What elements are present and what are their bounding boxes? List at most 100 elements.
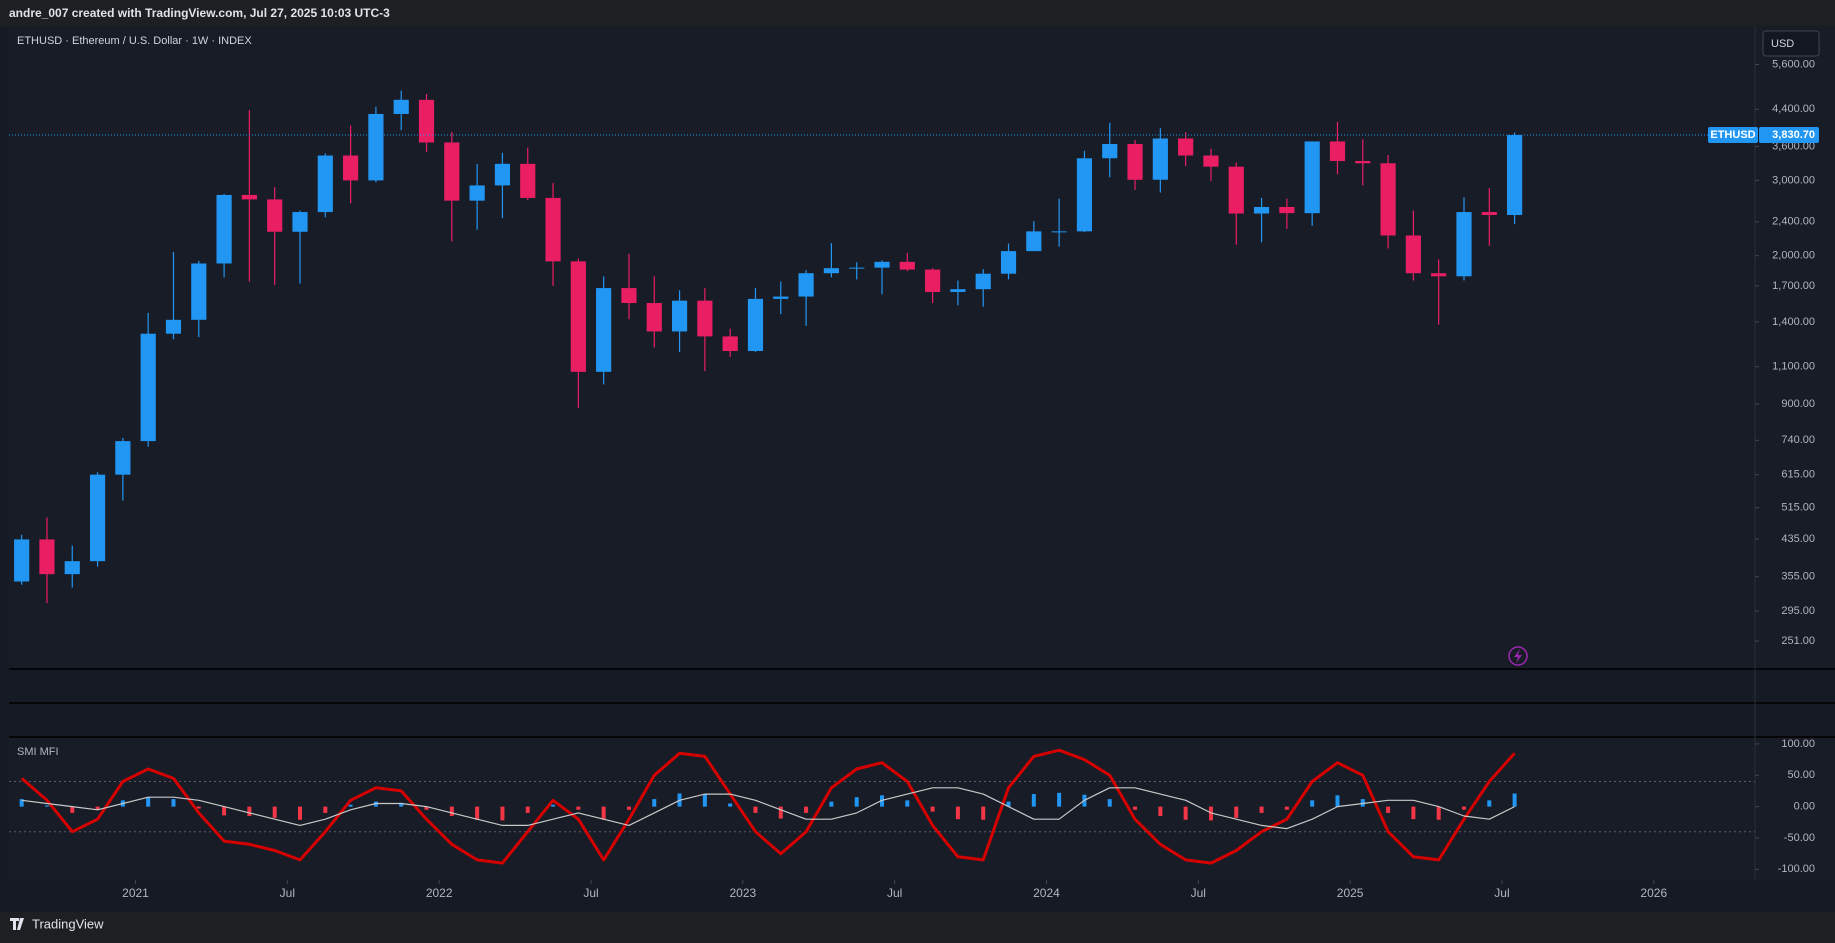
candle-body[interactable] xyxy=(343,155,359,181)
histogram-bar xyxy=(955,806,960,820)
candle-body[interactable] xyxy=(823,268,839,274)
candle-body[interactable] xyxy=(89,474,106,562)
currency-label[interactable]: USD xyxy=(1771,38,1794,50)
candle-body[interactable] xyxy=(39,539,55,575)
candle-body[interactable] xyxy=(241,194,257,200)
candle-body[interactable] xyxy=(115,441,131,475)
candle-body[interactable] xyxy=(64,561,80,575)
histogram-bar xyxy=(196,806,201,809)
candle-body[interactable] xyxy=(191,263,207,320)
candle-body[interactable] xyxy=(1405,235,1421,274)
last-price-symbol-box xyxy=(1708,127,1758,144)
candle-body[interactable] xyxy=(1228,166,1244,214)
histogram-bar xyxy=(525,806,530,813)
histogram-bar xyxy=(1057,792,1062,807)
candle-body[interactable] xyxy=(1481,212,1497,216)
candle-body[interactable] xyxy=(874,261,890,268)
candle-body[interactable] xyxy=(216,194,232,264)
symbol-title[interactable]: ETHUSD · Ethereum / U.S. Dollar · 1W · I… xyxy=(17,35,252,47)
candle-body[interactable] xyxy=(1127,143,1143,180)
candle-body[interactable] xyxy=(925,269,941,292)
candle-body[interactable] xyxy=(1076,158,1093,232)
histogram-bar xyxy=(601,806,606,820)
y-tick-label: -100.00 xyxy=(1778,863,1815,875)
candle-body[interactable] xyxy=(1051,231,1067,233)
y-tick-label: 740.00 xyxy=(1781,434,1815,446)
candle-body[interactable] xyxy=(1026,231,1042,252)
histogram-bar xyxy=(1335,795,1340,807)
histogram-bar xyxy=(626,806,631,810)
candle-body[interactable] xyxy=(798,273,814,297)
candle-body[interactable] xyxy=(899,261,915,270)
candle-body[interactable] xyxy=(1507,135,1523,216)
histogram-bar xyxy=(1107,799,1112,807)
candle-body[interactable] xyxy=(267,199,283,232)
candle-body[interactable] xyxy=(393,99,409,114)
y-tick-label: 900.00 xyxy=(1781,398,1815,410)
histogram-bar xyxy=(981,806,986,820)
histogram-bar xyxy=(222,806,227,816)
candle-body[interactable] xyxy=(1279,206,1295,214)
candle-body[interactable] xyxy=(1329,141,1346,162)
histogram-bar xyxy=(576,806,581,810)
candle-body[interactable] xyxy=(1000,251,1017,274)
candle-body[interactable] xyxy=(975,273,991,290)
candle-body[interactable] xyxy=(165,319,182,334)
candle-body[interactable] xyxy=(1355,161,1371,164)
y-tick-label: 50.00 xyxy=(1787,769,1815,781)
candle-body[interactable] xyxy=(1380,163,1396,236)
candle-body[interactable] xyxy=(1178,138,1194,156)
histogram-bar xyxy=(1487,800,1492,807)
candle-body[interactable] xyxy=(621,288,637,304)
candle-body[interactable] xyxy=(646,303,662,332)
candle-body[interactable] xyxy=(1304,141,1320,214)
candle-body[interactable] xyxy=(444,142,460,201)
histogram-bar xyxy=(323,806,328,813)
candle-body[interactable] xyxy=(1431,273,1447,277)
candle-body[interactable] xyxy=(140,333,156,442)
candle-body[interactable] xyxy=(596,288,612,372)
y-tick-label: 295.00 xyxy=(1781,605,1815,617)
alert-icon[interactable] xyxy=(1508,646,1528,666)
candle-body[interactable] xyxy=(722,336,738,352)
x-tick-label: 2024 xyxy=(1033,886,1060,900)
histogram-bar xyxy=(905,800,910,807)
histogram-bar xyxy=(1208,806,1213,821)
candle-body[interactable] xyxy=(849,267,865,269)
candle-body[interactable] xyxy=(469,185,485,201)
y-tick-label: 2,400.00 xyxy=(1772,216,1815,228)
candle-body[interactable] xyxy=(697,300,713,337)
candle-body[interactable] xyxy=(545,197,561,262)
candle-body[interactable] xyxy=(747,298,764,352)
brand-name[interactable]: TradingView xyxy=(32,916,104,931)
candle-body[interactable] xyxy=(1203,155,1219,167)
candle-body[interactable] xyxy=(494,163,511,186)
candle-body[interactable] xyxy=(1253,206,1270,214)
histogram-bar xyxy=(854,797,859,807)
candle-body[interactable] xyxy=(418,99,435,143)
indicator-title[interactable]: SMI MFI xyxy=(17,746,59,758)
y-tick-label: 1,100.00 xyxy=(1772,361,1815,373)
histogram-bar xyxy=(1512,793,1517,807)
candle-body[interactable] xyxy=(1102,143,1118,159)
candle-body[interactable] xyxy=(1456,212,1472,277)
y-tick-label: 2,000.00 xyxy=(1772,250,1815,262)
histogram-bar xyxy=(1031,794,1036,807)
histogram-bar xyxy=(1133,806,1138,810)
y-tick-label: 355.00 xyxy=(1781,571,1815,583)
x-tick-label: 2025 xyxy=(1337,886,1364,900)
candle-body[interactable] xyxy=(773,296,789,299)
candle-body[interactable] xyxy=(14,539,30,582)
candle-body[interactable] xyxy=(292,212,308,232)
candle-body[interactable] xyxy=(570,261,586,372)
histogram-bar xyxy=(778,806,783,819)
histogram-bar xyxy=(1310,800,1315,807)
currency-button[interactable] xyxy=(1762,30,1820,57)
candle-body[interactable] xyxy=(1152,138,1168,180)
histogram-bar xyxy=(272,806,277,818)
candle-body[interactable] xyxy=(368,113,384,181)
candle-body[interactable] xyxy=(671,300,688,332)
candle-body[interactable] xyxy=(950,289,966,292)
candle-body[interactable] xyxy=(520,163,536,198)
candle-body[interactable] xyxy=(317,155,333,213)
